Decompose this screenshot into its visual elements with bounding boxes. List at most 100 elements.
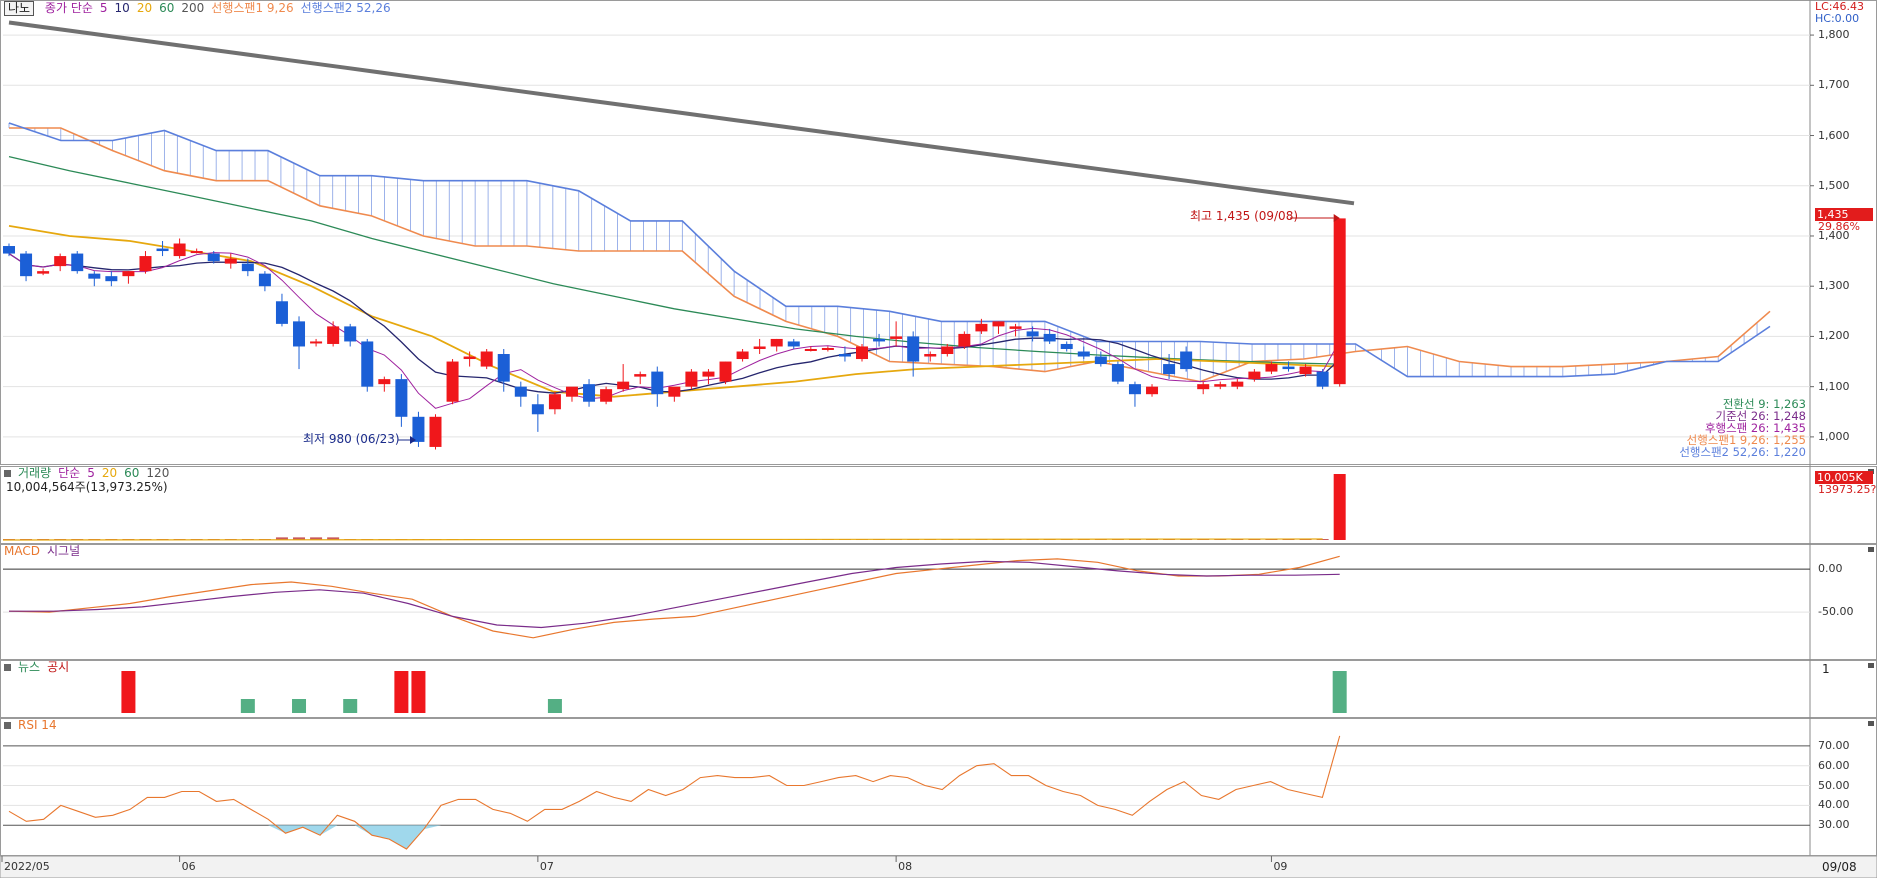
candle	[224, 258, 237, 264]
legend-item[interactable]: 20	[101, 466, 118, 480]
candle	[122, 271, 135, 277]
legend-item[interactable]: 5	[87, 466, 95, 480]
panel-frame	[0, 660, 1877, 718]
candle	[20, 253, 33, 277]
legend-item[interactable]: 뉴스	[18, 660, 41, 674]
legend-item[interactable]: 10	[114, 1, 130, 15]
low-arrow-head	[410, 436, 416, 444]
panel-frame	[0, 718, 1877, 856]
candle	[565, 386, 578, 397]
x-tick-label: 08	[898, 860, 913, 873]
signal-line	[9, 560, 1340, 629]
low-annotation: 최저 980 (06/23)	[303, 432, 400, 446]
candle	[770, 338, 783, 347]
span1-line	[9, 127, 1771, 383]
rsi-oversold-fill	[268, 825, 441, 849]
candle	[497, 354, 510, 382]
rsi-line	[8, 735, 1341, 850]
rsi-tick-label: 60.00	[1818, 758, 1850, 772]
candle	[344, 326, 357, 342]
x-axis-bar	[0, 855, 1877, 879]
candle	[446, 361, 459, 402]
candle	[1009, 326, 1022, 329]
disclosure-marker	[394, 671, 409, 713]
candle	[71, 253, 84, 272]
ma5-line	[8, 252, 1341, 409]
volume-bar	[310, 537, 323, 540]
candle	[668, 386, 681, 397]
ma-legend: 종가 단순 5 10 20 60 200 선행스팬1 9,26 선행스팬2 52,26	[45, 1, 398, 15]
candle	[736, 351, 749, 360]
legend-item[interactable]: 200	[181, 1, 205, 15]
candle	[958, 333, 971, 347]
y-tick-label: 1,600	[1818, 128, 1850, 142]
volume-ma-line	[2, 538, 1323, 541]
candle	[105, 276, 118, 282]
y-tick-label: 1,200	[1818, 329, 1850, 343]
legend-item[interactable]: 선행스팬1 9,26	[211, 1, 294, 15]
x-tick-label: 06	[181, 860, 196, 873]
span2-line	[8, 122, 1771, 378]
candle	[1146, 386, 1159, 395]
candle	[156, 248, 169, 252]
volume-pct-tag: 13973.25?	[1818, 483, 1877, 496]
legend-item[interactable]: 120	[146, 466, 170, 480]
candle	[1026, 331, 1039, 337]
candle	[1248, 371, 1261, 380]
legend-item[interactable]: MACD	[4, 544, 40, 558]
legend-item[interactable]: RSI 14	[18, 718, 57, 732]
legend-item[interactable]: 거래량	[18, 466, 52, 480]
candle	[395, 379, 408, 417]
candle	[1282, 366, 1295, 370]
candle	[890, 336, 903, 339]
candle	[1077, 351, 1090, 357]
candle	[856, 346, 868, 360]
legend-item[interactable]: 60	[159, 1, 175, 15]
legend-item[interactable]: 종가 단순	[44, 1, 93, 15]
candle	[719, 361, 732, 382]
news-marker	[240, 699, 255, 713]
legend-item[interactable]: 시그널	[46, 544, 81, 558]
ma200-line	[8, 20, 1355, 206]
legend-item[interactable]: 5	[99, 1, 108, 15]
panel-frame	[0, 544, 1877, 660]
x-axis-right-label: 09/08	[1822, 860, 1857, 874]
panel-toggle-icon[interactable]	[4, 470, 11, 477]
x-tick-label: 09	[1273, 860, 1288, 873]
candle	[207, 253, 220, 262]
candle	[1128, 384, 1141, 395]
last-change-tag: 29.86%	[1818, 220, 1860, 233]
candle	[463, 356, 476, 360]
candle	[873, 338, 886, 342]
panel-toggle-icon[interactable]	[4, 722, 11, 729]
high-arrow-head	[1333, 214, 1340, 222]
candle	[685, 371, 698, 387]
news-marker	[343, 699, 358, 713]
candle	[241, 263, 254, 272]
news-tick: 1	[1822, 662, 1830, 676]
high-annotation: 최고 1,435 (09/08)	[1190, 209, 1299, 223]
stock-name-button[interactable]: 나노	[4, 1, 35, 16]
ichimoku-legend-item: 선행스팬2 52,26: 1,220	[1679, 445, 1806, 459]
candle	[54, 256, 67, 267]
legend-item[interactable]: 60	[124, 466, 140, 480]
panel-toggle-icon	[1868, 663, 1874, 668]
legend-item[interactable]: 20	[136, 1, 153, 15]
candle	[1163, 364, 1176, 375]
candle	[1265, 364, 1278, 372]
panel-frame	[0, 0, 1877, 465]
candle	[293, 321, 306, 347]
panel-toggle-icon[interactable]	[4, 664, 11, 671]
rsi-tick-label: 50.00	[1818, 778, 1850, 792]
volume-bar	[327, 537, 340, 540]
candle	[753, 346, 766, 349]
legend-item[interactable]: 공시	[47, 660, 70, 674]
candle	[924, 354, 937, 357]
legend-item[interactable]: 선행스팬2 52,26	[300, 1, 391, 15]
candle	[378, 379, 391, 385]
candle	[1060, 343, 1073, 349]
legend-item[interactable]: 단순	[58, 466, 81, 480]
macd-legend-header: MACD 시그널	[4, 544, 94, 558]
candle	[310, 341, 323, 344]
rsi-tick-label: 40.00	[1818, 798, 1850, 812]
